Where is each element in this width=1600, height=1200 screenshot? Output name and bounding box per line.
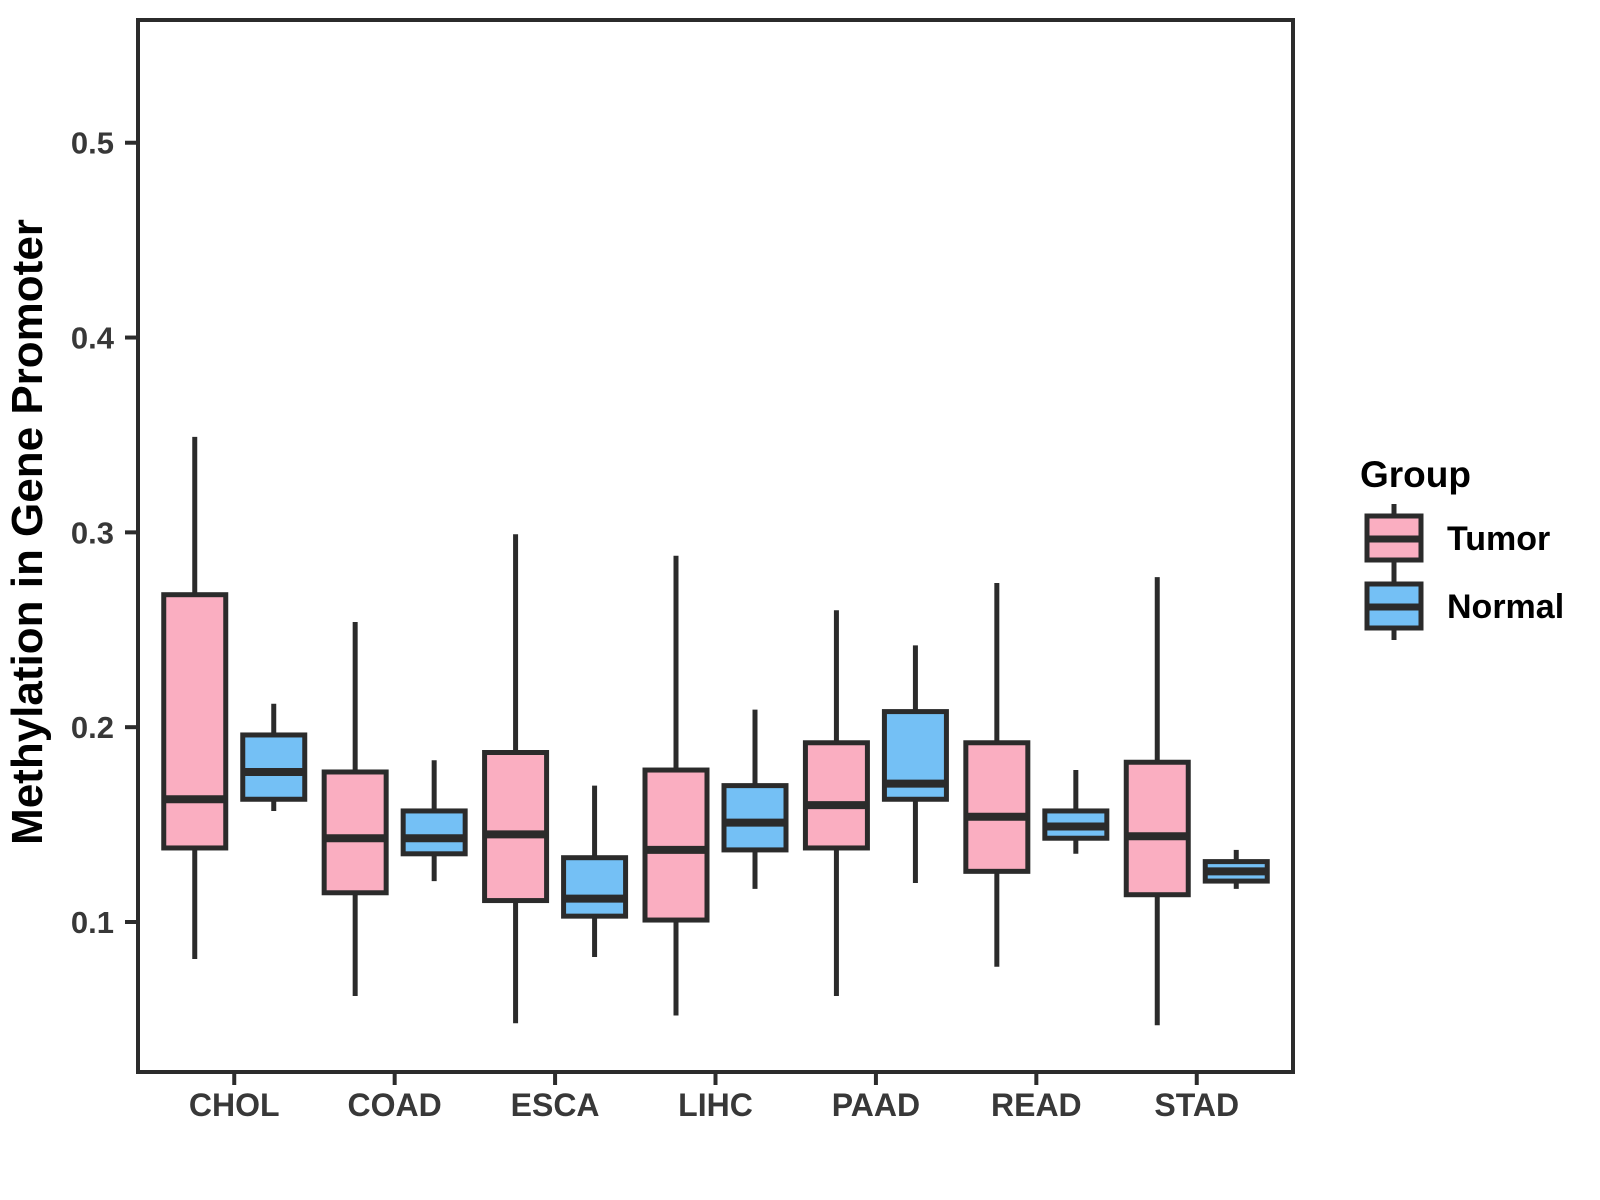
boxplot-COAD-tumor <box>321 621 389 997</box>
box <box>321 769 389 896</box>
boxplot-READ-tumor <box>963 583 1031 967</box>
box <box>482 750 550 904</box>
y-axis-title: Methylation in Gene Promoter <box>3 219 52 845</box>
box <box>561 855 629 919</box>
x-tick-label-ESCA: ESCA <box>511 1087 600 1123</box>
boxplot-LIHC-tumor <box>642 555 710 1016</box>
boxplot-ESCA-normal <box>561 785 629 958</box>
boxplot-READ-normal <box>1042 770 1110 854</box>
legend: Group Tumor Normal <box>1360 454 1564 640</box>
boxplot-STAD-tumor <box>1123 577 1191 1026</box>
x-axis: CHOL COAD ESCA LIHC PAAD READ STAD <box>189 1072 1239 1123</box>
y-tick-label: 0.4 <box>71 321 115 356</box>
box <box>240 732 308 802</box>
boxplot-PAAD-tumor <box>802 610 870 997</box>
boxplot-COAD-normal <box>400 760 468 882</box>
boxplot-LIHC-normal <box>721 709 789 889</box>
boxplot-PAAD-normal <box>881 645 949 884</box>
box <box>802 740 870 851</box>
plot-panel <box>136 18 1295 1074</box>
boxplot-STAD-normal <box>1202 849 1270 889</box>
boxplot-CHOL-tumor <box>161 436 229 960</box>
x-tick-label-READ: READ <box>991 1087 1082 1123</box>
legend-entry-normal: Normal <box>1364 572 1564 640</box>
y-tick-label: 0.5 <box>71 126 114 161</box>
x-tick-label-COAD: COAD <box>348 1087 442 1123</box>
boxplot-CHOL-normal <box>240 703 308 811</box>
box <box>963 740 1031 874</box>
x-tick-label-PAAD: PAAD <box>832 1087 920 1123</box>
x-tick-label-CHOL: CHOL <box>189 1087 280 1123</box>
y-axis: 0.1 0.2 0.3 0.4 0.5 <box>71 126 138 940</box>
legend-title: Group <box>1360 454 1471 495</box>
box <box>161 592 229 851</box>
x-tick-label-STAD: STAD <box>1154 1087 1239 1123</box>
x-tick-label-LIHC: LIHC <box>678 1087 753 1123</box>
box <box>400 808 468 857</box>
box <box>642 767 710 923</box>
y-tick-label: 0.2 <box>71 710 114 745</box>
legend-entry-tumor: Tumor <box>1364 504 1550 572</box>
box <box>721 783 789 853</box>
boxplot-ESCA-tumor <box>482 534 550 1024</box>
legend-label-tumor: Tumor <box>1447 520 1550 558</box>
boxplots <box>161 436 1270 1026</box>
box <box>1123 759 1191 898</box>
y-tick-label: 0.3 <box>71 515 114 550</box>
y-tick-label: 0.1 <box>71 905 114 940</box>
legend-label-normal: Normal <box>1447 588 1564 626</box>
